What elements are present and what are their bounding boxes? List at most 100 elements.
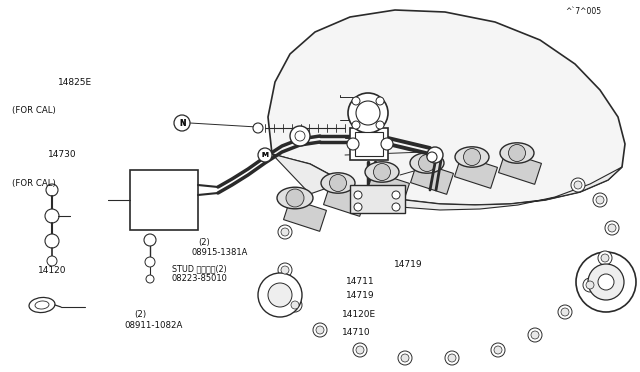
Bar — [350, 185, 405, 213]
Circle shape — [574, 181, 582, 189]
Text: 14719: 14719 — [346, 291, 374, 300]
Text: (FOR CAL): (FOR CAL) — [12, 106, 55, 115]
Bar — [499, 152, 541, 185]
Circle shape — [316, 326, 324, 334]
Circle shape — [281, 228, 289, 236]
Bar — [410, 162, 454, 194]
Circle shape — [356, 101, 380, 125]
Text: 14120E: 14120E — [342, 310, 376, 319]
Circle shape — [558, 305, 572, 319]
Circle shape — [46, 184, 58, 196]
Ellipse shape — [365, 162, 399, 182]
Bar — [130, 170, 198, 230]
Bar — [284, 199, 326, 231]
Circle shape — [291, 301, 299, 309]
Circle shape — [401, 354, 409, 362]
Circle shape — [448, 354, 456, 362]
Circle shape — [146, 275, 154, 283]
Circle shape — [608, 224, 616, 232]
Text: (FOR CAL): (FOR CAL) — [12, 179, 55, 187]
Circle shape — [419, 154, 435, 171]
Circle shape — [47, 256, 57, 266]
Text: 14711: 14711 — [346, 278, 374, 286]
Text: M: M — [262, 152, 268, 158]
Circle shape — [376, 97, 384, 105]
Circle shape — [253, 123, 263, 133]
Text: N: N — [179, 119, 185, 128]
Ellipse shape — [29, 298, 55, 312]
Ellipse shape — [35, 301, 49, 309]
Ellipse shape — [500, 143, 534, 163]
Text: M: M — [262, 152, 268, 158]
Circle shape — [354, 191, 362, 199]
Circle shape — [281, 266, 289, 274]
Circle shape — [427, 147, 443, 163]
Circle shape — [491, 343, 505, 357]
Circle shape — [295, 131, 305, 141]
Text: 14825E: 14825E — [58, 78, 92, 87]
Circle shape — [353, 343, 367, 357]
Bar — [367, 171, 410, 204]
Text: 14710: 14710 — [342, 328, 371, 337]
Text: 08915-1381A: 08915-1381A — [192, 248, 248, 257]
Circle shape — [392, 203, 400, 211]
Circle shape — [330, 174, 346, 192]
Ellipse shape — [321, 173, 355, 193]
Text: 14719: 14719 — [394, 260, 422, 269]
Circle shape — [278, 263, 292, 277]
Circle shape — [381, 138, 393, 150]
Polygon shape — [268, 10, 625, 205]
Text: 14730: 14730 — [48, 150, 77, 159]
Bar — [355, 132, 383, 156]
Circle shape — [174, 115, 190, 131]
Bar — [324, 184, 367, 217]
Text: (2): (2) — [134, 310, 147, 319]
Circle shape — [576, 252, 636, 312]
Circle shape — [258, 273, 302, 317]
Circle shape — [531, 331, 539, 339]
Circle shape — [509, 144, 525, 161]
Circle shape — [354, 203, 362, 211]
Circle shape — [605, 221, 619, 235]
Circle shape — [588, 264, 624, 300]
Circle shape — [427, 152, 437, 162]
Circle shape — [494, 346, 502, 354]
Circle shape — [392, 191, 400, 199]
Ellipse shape — [277, 187, 313, 209]
Text: (2): (2) — [198, 238, 210, 247]
Circle shape — [348, 93, 388, 133]
Text: STUD スタッド(2): STUD スタッド(2) — [172, 264, 227, 273]
Circle shape — [352, 121, 360, 129]
Circle shape — [268, 283, 292, 307]
Polygon shape — [272, 154, 622, 210]
Circle shape — [258, 148, 272, 162]
Text: 08223-85010: 08223-85010 — [172, 274, 227, 283]
Text: 08911-1082A: 08911-1082A — [125, 321, 183, 330]
Circle shape — [598, 251, 612, 265]
Bar — [454, 155, 497, 188]
Circle shape — [561, 308, 569, 316]
Ellipse shape — [410, 153, 444, 173]
Circle shape — [45, 234, 59, 248]
Text: ^`7^005: ^`7^005 — [566, 7, 602, 16]
Circle shape — [144, 234, 156, 246]
Circle shape — [601, 254, 609, 262]
Circle shape — [278, 225, 292, 239]
Text: N: N — [179, 119, 185, 128]
Bar — [350, 128, 388, 160]
Circle shape — [598, 274, 614, 290]
Circle shape — [356, 346, 364, 354]
Circle shape — [571, 178, 585, 192]
Circle shape — [374, 164, 390, 180]
Text: 14120: 14120 — [38, 266, 67, 275]
Circle shape — [347, 138, 359, 150]
Circle shape — [398, 351, 412, 365]
Circle shape — [288, 298, 302, 312]
Circle shape — [596, 196, 604, 204]
Circle shape — [583, 278, 597, 292]
Circle shape — [376, 121, 384, 129]
Circle shape — [290, 126, 310, 146]
Circle shape — [463, 148, 481, 166]
Circle shape — [528, 328, 542, 342]
Circle shape — [593, 193, 607, 207]
